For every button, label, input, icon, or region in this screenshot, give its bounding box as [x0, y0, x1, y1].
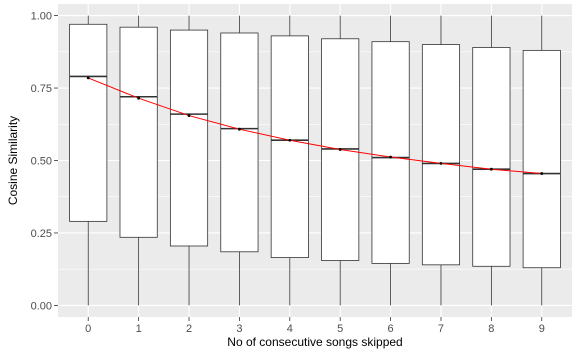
box-1	[119, 15, 158, 306]
box-body	[119, 26, 158, 238]
y-tick-label: 0.25	[31, 228, 52, 240]
box-body	[69, 23, 108, 222]
box-body	[472, 47, 511, 267]
x-tick-label: 6	[388, 323, 394, 335]
box-8	[472, 15, 511, 306]
x-tick-label: 3	[236, 323, 242, 335]
box-9	[522, 15, 561, 306]
x-tick-label: 2	[186, 323, 192, 335]
x-tick-label: 0	[85, 323, 91, 335]
mean-point	[338, 148, 342, 151]
x-tick-label: 5	[337, 323, 343, 335]
y-tick-label: 1.00	[31, 11, 52, 23]
mean-point	[540, 172, 544, 175]
mean-point	[137, 96, 141, 100]
y-tick-label: 0.50	[31, 156, 52, 168]
x-tick-label: 4	[287, 323, 293, 335]
box-7	[421, 15, 461, 306]
box-body	[421, 44, 461, 266]
box-6	[371, 15, 410, 306]
y-axis-ticks: 0.00 0.25 0.50 0.75 1.00	[31, 11, 58, 312]
x-tick-label: 7	[438, 323, 444, 335]
x-tick-label: 1	[136, 323, 142, 335]
box-0	[69, 15, 108, 306]
y-tick-label: 0.00	[31, 300, 52, 312]
box-2	[169, 15, 209, 306]
x-axis-title: No of consecutive songs skipped	[227, 335, 402, 349]
box-body	[371, 41, 410, 264]
boxes-layer	[69, 15, 561, 306]
x-tick-label: 9	[539, 323, 545, 335]
box-body	[270, 35, 309, 258]
box-body	[220, 32, 259, 253]
mean-point	[187, 114, 191, 117]
x-tick-label: 8	[488, 323, 494, 335]
box-4	[270, 15, 309, 306]
mean-point	[489, 167, 493, 171]
mean-trend-line	[88, 77, 542, 175]
mean-point	[86, 76, 90, 80]
x-axis-ticks: 0 1 2 3 4 5 6 7 8 9	[85, 317, 545, 335]
box-body	[169, 29, 209, 247]
mean-point	[439, 161, 443, 165]
mean-point	[238, 127, 241, 131]
box-body	[522, 49, 561, 269]
y-tick-label: 0.75	[31, 83, 52, 95]
box-5	[321, 15, 360, 306]
mean-point	[389, 155, 392, 159]
box-3	[220, 15, 259, 306]
mean-trend-layer	[86, 76, 544, 175]
y-axis-title: Cosine Similarity	[6, 116, 20, 205]
mean-point	[288, 138, 292, 142]
